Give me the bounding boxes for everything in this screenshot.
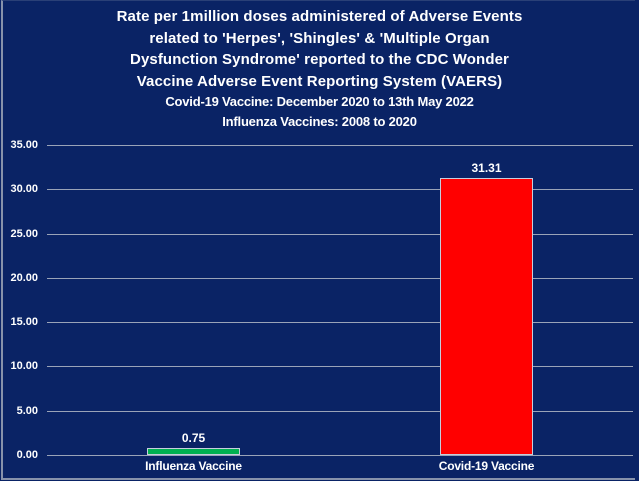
gridline: [47, 189, 633, 191]
bar-value-label: 0.75: [181, 431, 206, 445]
y-axis-tick-label: 0.00: [16, 449, 38, 461]
y-axis-tick-label: 15.00: [10, 316, 38, 329]
chart-title-line: Dysfunction Syndrome' reported to the CD…: [130, 51, 509, 68]
x-axis-category-label: Covid-19 Vaccine: [438, 459, 535, 473]
y-axis-tick-label: 10.00: [10, 360, 38, 373]
chart-title-block: Rate per 1million doses administered of …: [0, 6, 639, 132]
chart-subtitle-line: Influenza Vaccines: 2008 to 2020: [222, 114, 417, 129]
gridline: [47, 145, 633, 146]
gridline: [47, 410, 633, 412]
x-axis-category-label: Influenza Vaccine: [145, 459, 242, 473]
y-axis-tick-label: 5.00: [16, 404, 38, 417]
gridline: [47, 366, 633, 368]
y-axis-tick-label: 30.00: [10, 183, 38, 196]
x-axis-line: [47, 455, 633, 456]
bar-value-label: 31.31: [471, 161, 502, 175]
y-axis-tick-label: 35.00: [10, 139, 38, 151]
chart-title-line: Vaccine Adverse Event Reporting System (…: [136, 72, 503, 90]
y-axis-tick-label: 20.00: [10, 271, 38, 284]
plot-area: [47, 145, 633, 456]
bar-influenza-vaccine: [147, 448, 240, 455]
bar-covid-19-vaccine: [440, 178, 533, 455]
gridline: [47, 233, 633, 235]
chart-title-line: related to 'Herpes', 'Shingles' & 'Multi…: [149, 29, 490, 47]
y-axis-tick-label: 25.00: [10, 227, 38, 240]
chart-subtitle-line: Covid-19 Vaccine: December 2020 to 13th …: [165, 94, 474, 109]
gridline: [47, 277, 633, 279]
chart-title-line: Rate per 1million doses administered of …: [116, 8, 523, 25]
gridline: [47, 322, 633, 324]
